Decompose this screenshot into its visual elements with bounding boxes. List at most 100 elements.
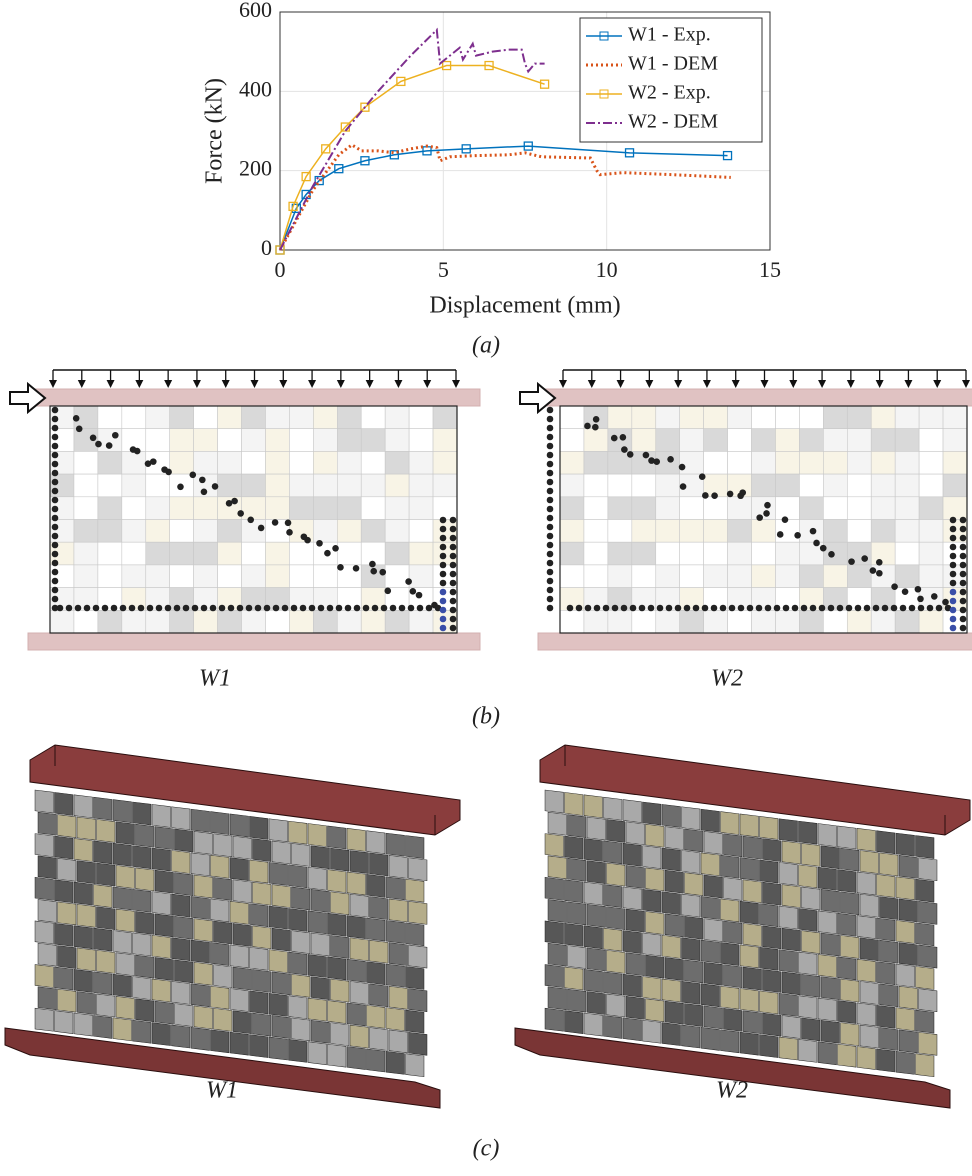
crack-dot [225, 499, 233, 507]
block [385, 1007, 405, 1032]
crack-dot [959, 588, 967, 596]
brick [73, 564, 99, 588]
crack-dot [746, 604, 754, 612]
block [76, 903, 96, 928]
block [625, 865, 645, 889]
brick [193, 405, 218, 430]
brick [265, 405, 290, 430]
crack-dot [449, 606, 457, 614]
crack-dot [875, 558, 883, 566]
brick [799, 473, 824, 498]
block [346, 871, 366, 896]
block [288, 820, 308, 845]
brick [655, 473, 681, 498]
brick [870, 405, 896, 430]
brick [97, 609, 123, 634]
brick [607, 587, 633, 611]
arrow-head [336, 380, 345, 388]
block [742, 879, 762, 904]
block [408, 944, 428, 969]
block [193, 918, 213, 942]
arrow-head [394, 380, 403, 388]
brick [775, 496, 800, 520]
brick [169, 609, 194, 634]
brick [846, 564, 872, 588]
brick [823, 609, 848, 634]
brick [97, 541, 123, 566]
brick [631, 405, 657, 430]
legend-label: W2 - Exp. [628, 82, 711, 104]
crack-dot [711, 492, 718, 499]
crack-map [519, 369, 972, 651]
block [622, 842, 642, 867]
brick [169, 451, 194, 475]
block [307, 910, 327, 935]
block [918, 988, 938, 1012]
block [625, 996, 645, 1020]
block [837, 1043, 857, 1068]
brick [727, 451, 752, 475]
brick [121, 609, 147, 634]
block [700, 896, 720, 920]
block [369, 939, 389, 964]
block [817, 997, 837, 1022]
block [213, 1007, 233, 1032]
block [684, 872, 704, 896]
crack-dot [949, 543, 957, 551]
crack-dot [546, 487, 554, 495]
crack-dot [719, 604, 727, 612]
crack-dot [51, 577, 59, 585]
block [547, 899, 567, 923]
block [859, 893, 879, 918]
crack-dot [449, 561, 457, 569]
brick [97, 564, 123, 588]
block [93, 796, 113, 821]
brick [918, 541, 944, 566]
block [603, 796, 623, 821]
crack-dot [546, 451, 554, 459]
crack-dot [369, 560, 376, 568]
brick [97, 451, 123, 475]
crack-dot [110, 604, 118, 612]
block [327, 912, 347, 937]
crack-dot [546, 469, 554, 477]
block [606, 949, 626, 974]
brick [655, 428, 681, 452]
arrow-head [760, 380, 769, 388]
axes-box [279, 11, 771, 251]
crack-dot [434, 604, 442, 612]
x-tick-label: 0 [275, 257, 286, 282]
bottom-beam [4, 1027, 441, 1109]
crack-dot [51, 460, 59, 468]
block [778, 905, 798, 930]
block [34, 1007, 54, 1032]
crack-dot [335, 604, 343, 612]
brick [942, 496, 968, 520]
brick [942, 405, 968, 430]
brick [193, 428, 218, 452]
block [54, 923, 74, 947]
crack-dot [845, 604, 853, 612]
brick [360, 519, 386, 543]
crack-dot [409, 588, 417, 595]
block [762, 881, 782, 906]
crack-dot [299, 604, 307, 612]
block [856, 871, 876, 896]
marker [396, 76, 406, 87]
brick [313, 564, 338, 588]
block [859, 1024, 879, 1049]
crack-dot [872, 604, 880, 612]
block [567, 857, 587, 882]
brick [583, 473, 609, 498]
brick [751, 519, 776, 543]
wall-outline [49, 405, 458, 634]
block [151, 847, 171, 872]
x-tick-label: 5 [438, 257, 449, 282]
block [798, 908, 818, 932]
brick [265, 428, 290, 452]
block [583, 1012, 603, 1037]
crack-dot [653, 458, 661, 465]
block [661, 891, 681, 916]
brick [169, 587, 194, 611]
crack-dot [247, 516, 255, 524]
